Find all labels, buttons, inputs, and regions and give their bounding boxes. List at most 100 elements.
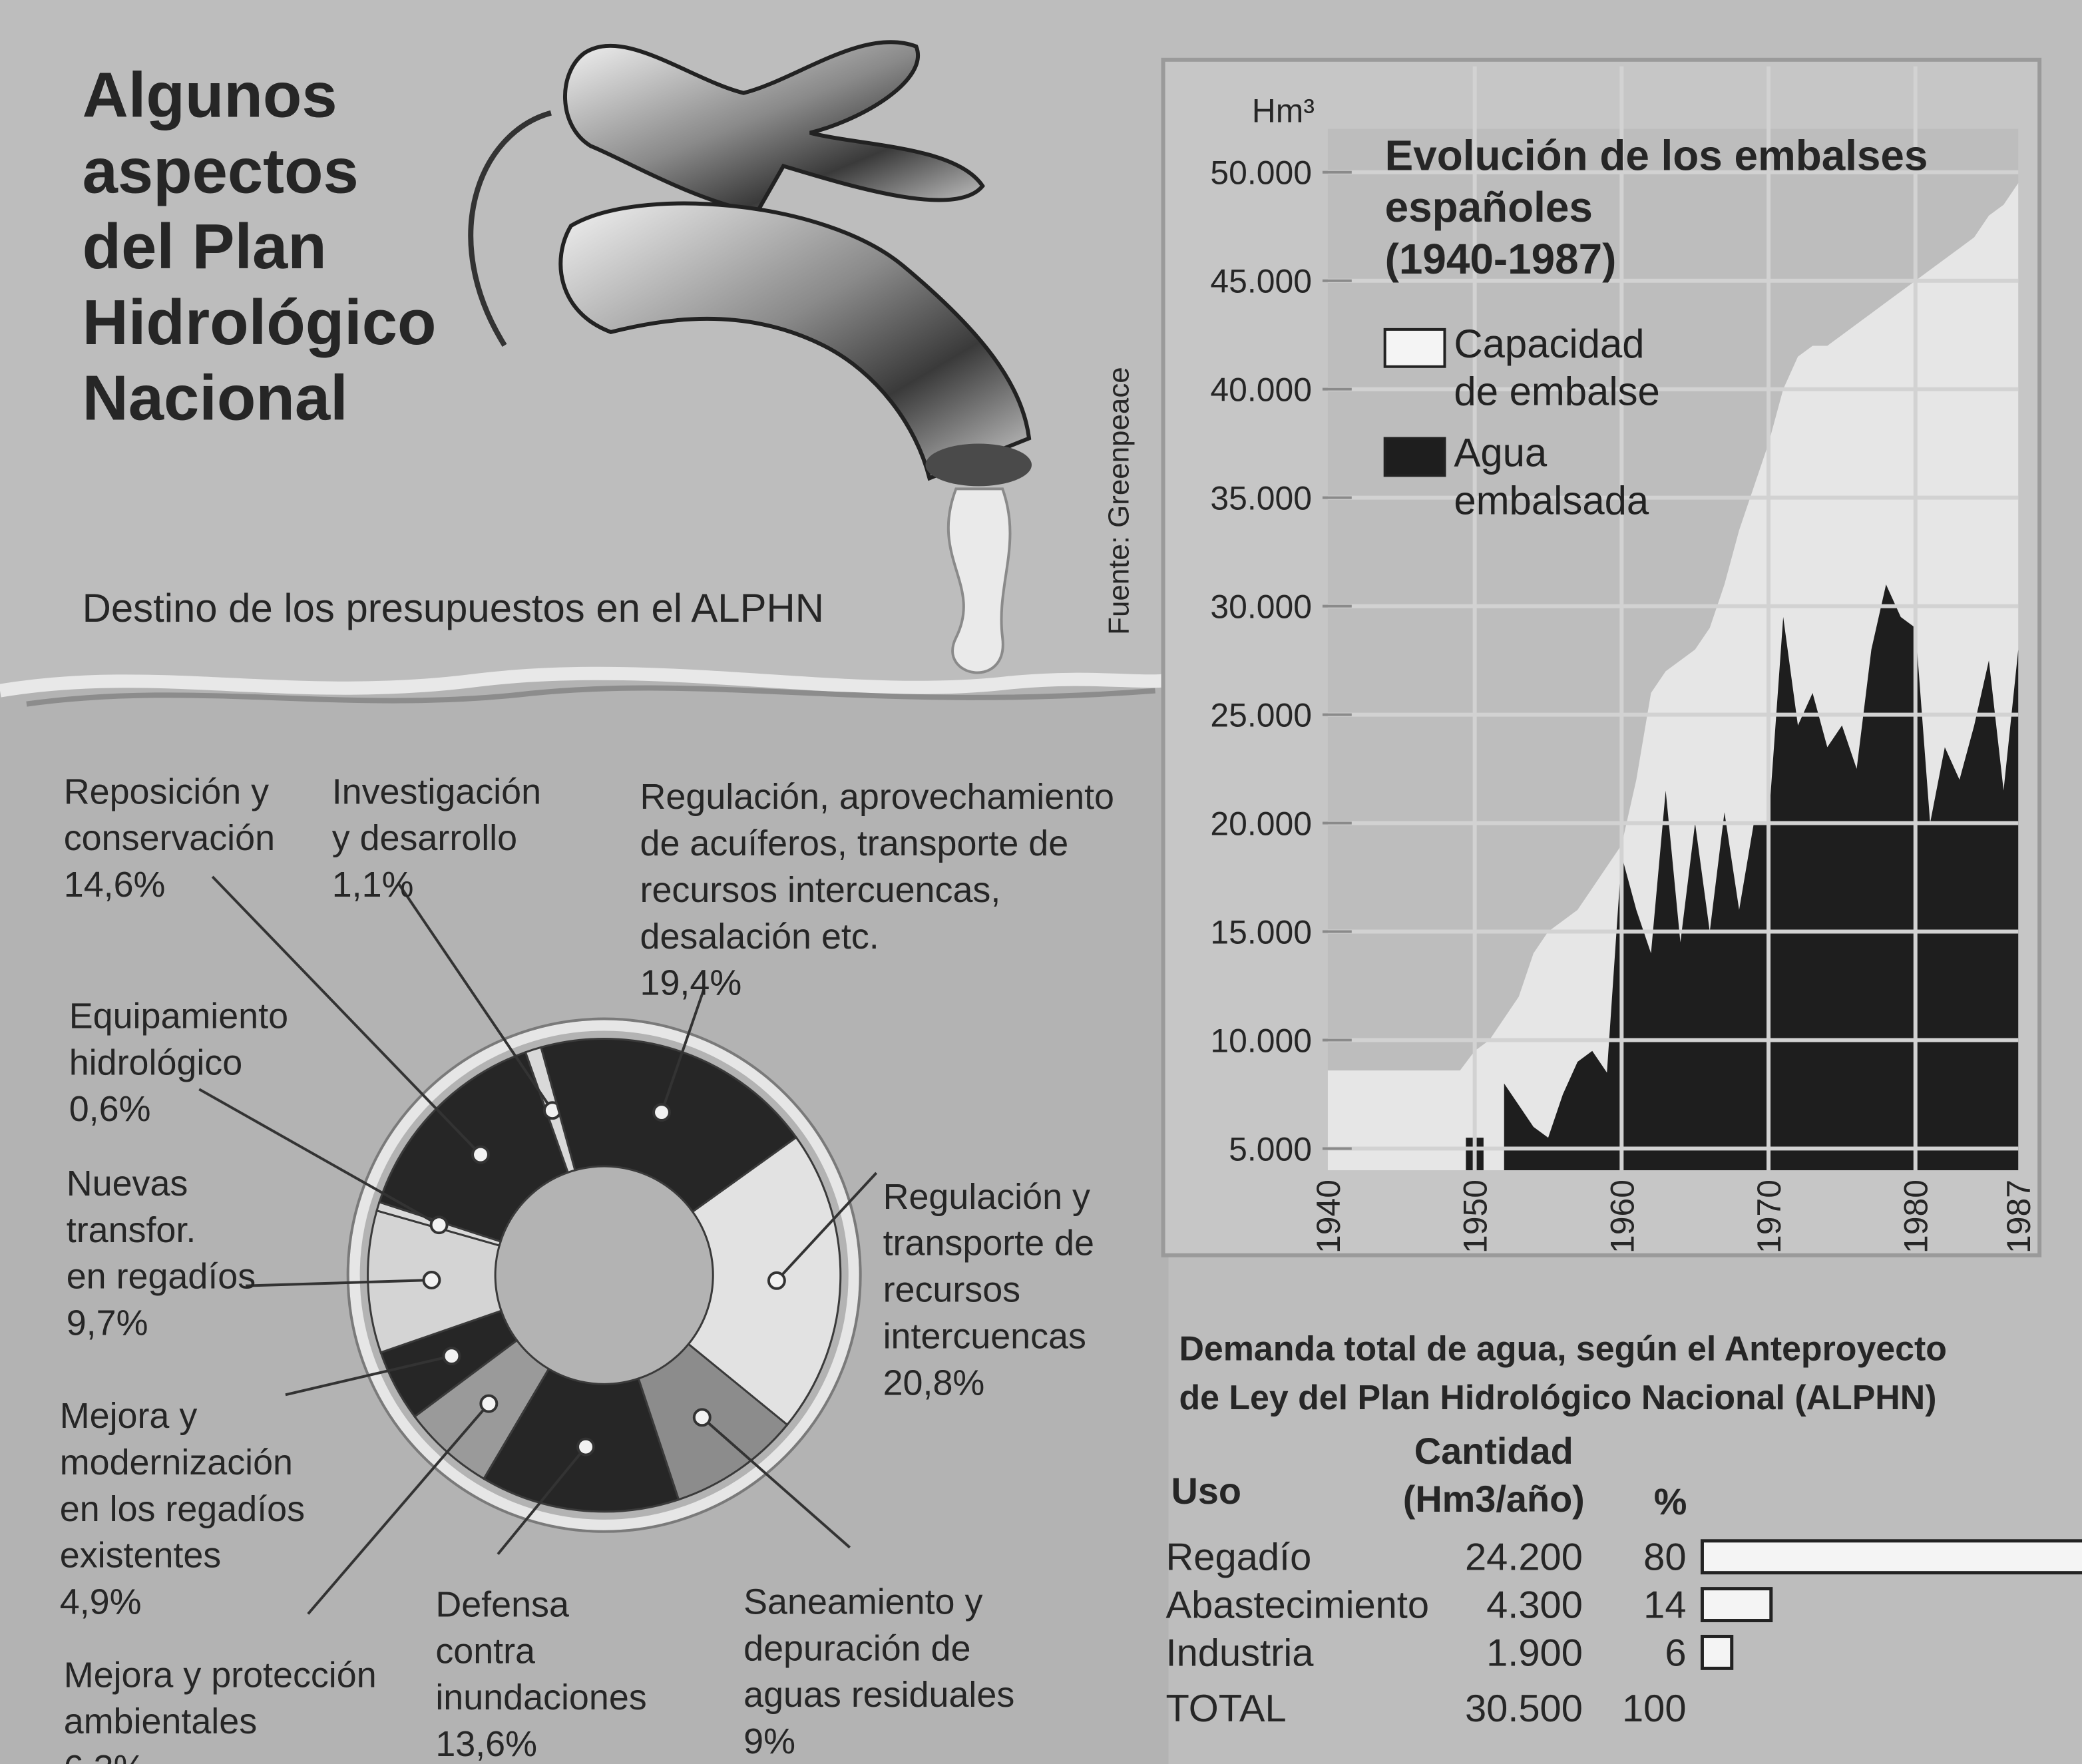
- bar: [1702, 1589, 1770, 1621]
- slice-value-label: 6,3%: [64, 1748, 146, 1764]
- column-header: (Hm3/año): [1403, 1478, 1585, 1520]
- slice-value-label: 9%: [743, 1721, 795, 1761]
- legend-name: Capacidad de embalse: [1454, 322, 1686, 417]
- slice-label: desalación etc.: [640, 917, 879, 957]
- slice-label: modernización: [60, 1442, 293, 1482]
- bar: [1702, 1541, 2082, 1573]
- legend-swatch: [1385, 330, 1445, 367]
- slice-label: aguas residuales: [743, 1675, 1014, 1715]
- slice-label: transfor.: [67, 1210, 196, 1250]
- y-tick-label: 30.000: [1210, 588, 1312, 626]
- slice-value-label: 20,8%: [883, 1363, 985, 1403]
- chart-title: españoles: [1385, 183, 1593, 231]
- slice-label: existentes: [60, 1536, 221, 1576]
- total-percent: 100: [1622, 1687, 1687, 1730]
- slice-label: contra: [435, 1631, 535, 1671]
- x-tick-label: 1980: [1898, 1180, 1935, 1253]
- slice-value-label: 1,1%: [332, 865, 414, 905]
- leader-dot: [444, 1348, 460, 1364]
- slice-value-label: 14,6%: [64, 865, 166, 905]
- total-quantity: 30.500: [1465, 1687, 1583, 1730]
- y-tick-label: 20.000: [1210, 805, 1312, 842]
- slice-label: de acuíferos, transporte de: [640, 823, 1069, 863]
- slice-label: y desarrollo: [332, 818, 517, 858]
- slice-label: Regulación y: [883, 1177, 1090, 1217]
- slice-label: Nuevas: [67, 1164, 188, 1204]
- slice-label: depuración de: [743, 1628, 970, 1668]
- total-label: TOTAL: [1166, 1687, 1287, 1730]
- slice-label: Mejora y protección: [64, 1655, 377, 1695]
- slice-label: en los regadíos: [60, 1489, 305, 1529]
- x-tick-label: 1950: [1457, 1180, 1494, 1253]
- slice-label: transporte de: [883, 1223, 1094, 1263]
- x-tick-label: 1960: [1603, 1180, 1641, 1253]
- donut-title: Destino de los presupuestos en el ALPHN: [83, 586, 824, 630]
- leader-dot: [769, 1273, 785, 1289]
- y-tick-label: 45.000: [1210, 263, 1312, 300]
- infographic: Algunos aspectos del Plan Hidrológico Na…: [0, 0, 2082, 1764]
- x-tick-label: 1940: [1310, 1180, 1347, 1253]
- leader-dot: [431, 1217, 447, 1233]
- slice-label: conservación: [64, 818, 275, 858]
- leader-dot: [481, 1396, 497, 1412]
- row-percent: 80: [1643, 1536, 1686, 1579]
- row-label: Regadío: [1166, 1536, 1312, 1579]
- slice-label: intercuencas: [883, 1316, 1086, 1356]
- title-line: Nacional: [83, 363, 348, 434]
- slice-label: en regadíos: [67, 1257, 256, 1297]
- slice-label: Mejora y: [60, 1396, 198, 1436]
- row-label: Industria: [1166, 1632, 1315, 1674]
- slice-label: hidrológico: [69, 1042, 242, 1082]
- leader-dot: [473, 1147, 489, 1163]
- slice-label: recursos: [883, 1270, 1021, 1310]
- slice-label: Investigación: [332, 772, 541, 811]
- column-header: %: [1654, 1480, 1687, 1522]
- slice-value-label: 13,6%: [435, 1724, 537, 1764]
- table-title: de Ley del Plan Hidrológico Nacional (AL…: [1179, 1378, 1936, 1417]
- y-axis-label: Hm³: [1252, 93, 1315, 130]
- column-header: Cantidad: [1414, 1430, 1573, 1472]
- slice-value-label: 9,7%: [67, 1303, 148, 1343]
- slice-label: Saneamiento y: [743, 1582, 982, 1622]
- y-tick-label: 25.000: [1210, 697, 1312, 734]
- table-title: Demanda total de agua, según el Anteproy…: [1179, 1329, 1946, 1367]
- row-percent: 14: [1643, 1584, 1686, 1627]
- y-tick-label: 5.000: [1229, 1130, 1312, 1168]
- chart-title: Evolución de los embalses: [1385, 131, 1928, 179]
- title-line: aspectos: [83, 135, 359, 206]
- row-quantity: 1.900: [1486, 1632, 1583, 1674]
- slice-label: Regulación, aprovechamiento: [640, 777, 1114, 817]
- row-quantity: 24.200: [1465, 1536, 1583, 1579]
- slice-label: Equipamiento: [69, 996, 288, 1036]
- chart-title: (1940-1987): [1385, 235, 1617, 283]
- slice-label: inundaciones: [435, 1677, 646, 1717]
- y-tick-label: 50.000: [1210, 154, 1312, 192]
- title-line: Algunos: [83, 60, 337, 131]
- slice-label: ambientales: [64, 1701, 257, 1741]
- slice-label: recursos intercuencas,: [640, 870, 1001, 910]
- page-body: {"title": ["Algunos", "aspectos", "del P…: [0, 0, 2082, 1764]
- row-quantity: 4.300: [1486, 1584, 1583, 1627]
- y-tick-label: 35.000: [1210, 480, 1312, 517]
- column-header: Uso: [1171, 1470, 1242, 1512]
- legend-name: Agua embalsada: [1454, 431, 1686, 527]
- leader-dot: [654, 1104, 670, 1120]
- slice-value-label: 19,4%: [640, 963, 742, 1003]
- y-tick-label: 10.000: [1210, 1022, 1312, 1059]
- leader-dot: [694, 1409, 710, 1425]
- row-label: Abastecimiento: [1166, 1584, 1430, 1627]
- row-percent: 6: [1665, 1632, 1686, 1674]
- y-tick-label: 15.000: [1210, 913, 1312, 951]
- legend-swatch: [1385, 439, 1445, 476]
- x-tick-label: 1970: [1751, 1180, 1788, 1253]
- slice-value-label: 4,9%: [60, 1582, 142, 1622]
- x-tick-label: 1987: [2000, 1180, 2037, 1253]
- y-tick-label: 40.000: [1210, 371, 1312, 409]
- title-line: Hidrológico: [83, 287, 437, 358]
- slice-value-label: 0,6%: [69, 1089, 151, 1129]
- leader-dot: [423, 1272, 439, 1288]
- canvas: Algunos aspectos del Plan Hidrológico Na…: [0, 0, 2082, 1764]
- page: Plan Hidrológico Nacional html, body { m…: [0, 0, 2082, 1764]
- slice-label: Reposición y: [64, 772, 269, 811]
- slice-label: Defensa: [435, 1585, 569, 1625]
